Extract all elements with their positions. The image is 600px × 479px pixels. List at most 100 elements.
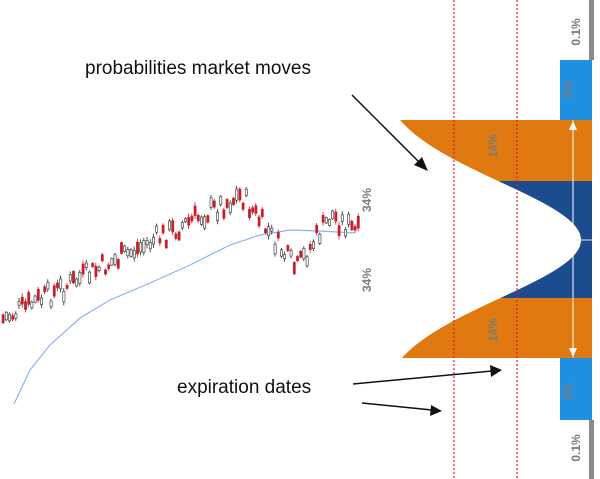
candle: [200, 216, 203, 225]
candle: [123, 245, 127, 252]
candle: [11, 315, 15, 320]
candle: [81, 263, 85, 275]
candle: [340, 214, 344, 222]
candle: [203, 216, 207, 229]
candle: [1, 314, 5, 324]
candle: [225, 199, 229, 208]
candle: [289, 250, 293, 257]
label-14-upper: 14%: [486, 134, 500, 158]
label-01-lower: 0.1%: [569, 434, 583, 462]
label-34-lower: 34%: [360, 268, 374, 292]
candle: [356, 216, 360, 229]
moving-average-line: [13, 229, 356, 405]
candle: [254, 205, 258, 214]
candle: [248, 208, 251, 218]
candle: [97, 266, 101, 271]
candle: [136, 241, 139, 255]
label-68-total: 68%: [441, 229, 455, 253]
candle: [190, 215, 194, 222]
candle: [158, 238, 162, 244]
candle: [209, 197, 213, 208]
annotation-probabilities: probabilities market moves: [85, 58, 311, 79]
candle: [129, 249, 133, 257]
candle: [46, 282, 50, 290]
candle: [280, 249, 283, 257]
candle: [308, 243, 312, 250]
candle: [331, 210, 335, 220]
candle: [187, 217, 191, 226]
tail-region-upper: [589, 0, 594, 60]
candle: [264, 228, 267, 234]
candle: [328, 219, 331, 226]
candle: [116, 259, 120, 269]
three-sigma-region-upper: [560, 60, 592, 120]
candle: [283, 254, 287, 260]
candle: [219, 196, 223, 206]
candle: [286, 245, 290, 252]
label-34-upper: 34%: [360, 188, 374, 212]
candle: [292, 262, 296, 275]
candle: [350, 220, 354, 231]
candle: [59, 278, 63, 290]
candle: [78, 272, 82, 284]
two-sigma-region-upper: [400, 120, 592, 181]
candle: [296, 256, 299, 262]
candle: [184, 218, 187, 223]
candle: [94, 265, 98, 277]
candle: [206, 215, 210, 223]
candle: [267, 226, 271, 236]
candle: [216, 211, 219, 222]
candle: [65, 284, 69, 289]
candle: [241, 202, 245, 210]
candle: [142, 240, 146, 253]
candle: [238, 188, 242, 201]
candle: [324, 217, 328, 224]
candle: [145, 240, 149, 245]
candle: [337, 225, 341, 236]
candle: [347, 214, 351, 225]
candle: [315, 224, 319, 234]
bell-curve: [376, 0, 594, 479]
candle: [132, 250, 136, 259]
candle: [161, 224, 165, 234]
candle: [49, 300, 53, 308]
candle: [155, 225, 159, 233]
candle: [27, 292, 31, 305]
candle: [244, 188, 248, 196]
candle: [104, 269, 107, 275]
candle: [20, 296, 24, 305]
candle: [260, 208, 264, 217]
candle: [43, 286, 47, 293]
candle: [257, 216, 261, 227]
candle: [24, 301, 27, 310]
candle: [40, 297, 43, 305]
candle: [88, 271, 91, 284]
candle: [321, 215, 325, 223]
candle: [100, 254, 104, 262]
candle: [164, 239, 168, 249]
candle: [72, 271, 75, 284]
candle: [222, 209, 226, 219]
candle: [270, 227, 274, 232]
annotation-arrow-probabilities: [351, 94, 428, 171]
candle: [14, 313, 18, 319]
candle: [299, 250, 303, 258]
candle: [148, 242, 152, 250]
candle: [68, 274, 72, 282]
candle: [196, 215, 200, 222]
label-2-lower: 2%: [561, 383, 575, 401]
candle: [56, 282, 59, 289]
candle: [152, 236, 155, 245]
candle: [4, 311, 8, 321]
candle: [75, 278, 79, 287]
candle: [91, 263, 95, 267]
two-sigma-region-lower: [401, 298, 592, 358]
candlesticks: [1, 185, 360, 325]
label-01-upper: 0.1%: [569, 18, 583, 46]
candle: [212, 200, 216, 208]
annotation-arrow-expiration-2: [361, 402, 442, 416]
candle: [235, 188, 239, 201]
label-2-upper: 2%: [561, 81, 575, 99]
candle: [302, 248, 306, 260]
